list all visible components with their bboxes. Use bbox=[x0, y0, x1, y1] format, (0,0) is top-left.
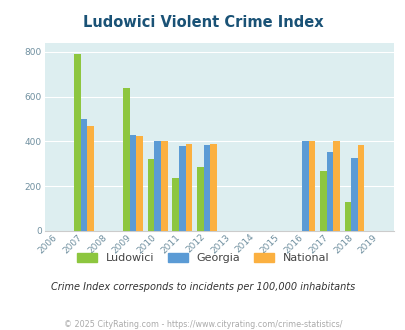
Bar bbox=[74, 54, 81, 231]
Bar bbox=[308, 142, 315, 231]
Text: Crime Index corresponds to incidents per 100,000 inhabitants: Crime Index corresponds to incidents per… bbox=[51, 282, 354, 292]
Bar bbox=[136, 136, 143, 231]
Bar bbox=[81, 119, 87, 231]
Bar bbox=[210, 144, 216, 231]
Text: Ludowici Violent Crime Index: Ludowici Violent Crime Index bbox=[83, 15, 322, 30]
Bar bbox=[333, 142, 339, 231]
Bar bbox=[87, 126, 94, 231]
Bar bbox=[179, 146, 185, 231]
Bar bbox=[196, 167, 203, 231]
Bar bbox=[326, 151, 333, 231]
Bar bbox=[154, 142, 161, 231]
Bar bbox=[185, 144, 192, 231]
Bar bbox=[350, 158, 357, 231]
Bar bbox=[123, 88, 130, 231]
Bar bbox=[203, 145, 210, 231]
Bar bbox=[172, 179, 179, 231]
Bar bbox=[301, 142, 308, 231]
Bar bbox=[147, 159, 154, 231]
Legend: Ludowici, Georgia, National: Ludowici, Georgia, National bbox=[72, 248, 333, 268]
Bar bbox=[130, 135, 136, 231]
Bar bbox=[161, 142, 167, 231]
Bar bbox=[357, 145, 364, 231]
Text: © 2025 CityRating.com - https://www.cityrating.com/crime-statistics/: © 2025 CityRating.com - https://www.city… bbox=[64, 320, 341, 329]
Bar bbox=[344, 202, 350, 231]
Bar bbox=[319, 171, 326, 231]
